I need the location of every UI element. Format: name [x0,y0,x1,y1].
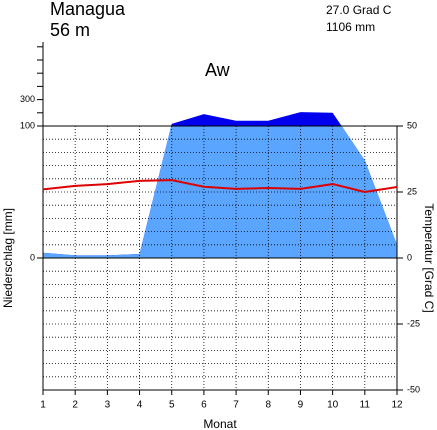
x-tick-label: 12 [391,400,403,411]
chart-subtitle: 56 m [50,20,90,40]
x-tick-label: 11 [360,400,371,411]
y2-tick-label: 0 [407,252,412,262]
x-tick-label: 10 [327,400,339,411]
y-tick-label: 0 [30,252,35,262]
temperature-line [42,179,398,194]
y2-tick-label: 50 [407,120,417,130]
y2-tick-label: -25 [407,318,420,328]
x-tick-label: 3 [105,400,111,411]
annotation: Aw [205,60,231,80]
x-tick-label: 2 [72,400,78,411]
chart-title: Managua [50,0,126,19]
y-tick-label: 100 [20,120,35,130]
y-tick-label: 300 [20,94,35,104]
y2-axis-label: Temperatur [Grad C] [422,203,436,312]
x-tick-label: 8 [265,400,271,411]
y2-tick-label: -50 [407,384,420,394]
x-tick-label: 4 [137,400,143,411]
annotation: 1106 mm [326,20,375,34]
annotation: 27.0 Grad C [326,3,392,17]
x-tick-label: 7 [233,400,239,411]
x-tick-label: 9 [298,400,304,411]
y-axis-label: Niederschlag [mm] [1,208,15,308]
x-tick-label: 1 [40,400,46,411]
y2-tick-label: 25 [407,186,417,196]
x-axis-label: Monat [203,417,237,430]
x-tick-label: 6 [201,400,207,411]
x-tick-label: 5 [169,400,175,411]
